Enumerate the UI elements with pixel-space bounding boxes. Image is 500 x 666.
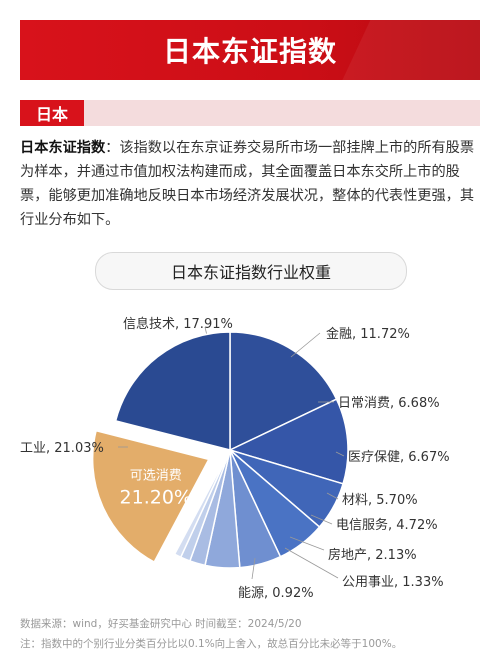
slice-label-name-9: 可选消费 bbox=[130, 469, 182, 484]
pie-slice-9 bbox=[90, 428, 212, 565]
slice-label-8: 能源, 0.92% bbox=[238, 586, 314, 601]
pie-slice-10 bbox=[114, 331, 231, 451]
title-banner: 日本东证指数 bbox=[20, 20, 480, 80]
slice-label-2: 日常消费, 6.68% bbox=[338, 396, 440, 411]
slice-label-1: 金融, 11.72% bbox=[326, 326, 410, 342]
leader-line-7 bbox=[284, 547, 339, 579]
intro-lead: 日本东证指数 bbox=[20, 140, 106, 156]
footnote: 注：指数中的个别行业分类百分比以0.1%向上舍入，故总百分比未必等于100%。 bbox=[20, 638, 403, 650]
slice-label-6: 房地产, 2.13% bbox=[328, 547, 417, 563]
leader-line-6 bbox=[289, 536, 325, 551]
source-note: 数据来源：wind，好买基金研究中心 时间截至：2024/5/20 bbox=[20, 618, 302, 630]
pie-slice-0 bbox=[229, 331, 338, 451]
leader-line-4 bbox=[326, 492, 339, 500]
leader-line-3 bbox=[335, 451, 345, 457]
slice-label-5: 电信服务, 4.72% bbox=[336, 517, 438, 533]
leader-line-1 bbox=[290, 332, 321, 358]
intro-text: ：该指数以在东京证券交易所市场一部挂牌上市的所有股票为样本，并通过市值加权法构建… bbox=[20, 140, 475, 228]
intro-paragraph: 日本东证指数：该指数以在东京证券交易所市场一部挂牌上市的所有股票为样本，并通过市… bbox=[20, 136, 482, 232]
slice-label-4: 材料, 5.70% bbox=[342, 493, 418, 508]
chart-title: 日本东证指数行业权重 bbox=[95, 252, 407, 290]
section-header: 日本 bbox=[20, 100, 480, 126]
page-title: 日本东证指数 bbox=[162, 35, 337, 68]
slice-label-3: 医疗保健, 6.67% bbox=[348, 450, 450, 465]
leader-line-8 bbox=[251, 557, 256, 580]
slice-label-value-9: 21.20% bbox=[120, 487, 192, 509]
leader-line-5 bbox=[310, 514, 333, 525]
pie-slice-1 bbox=[229, 398, 349, 485]
slice-label-10: 工业, 21.03% bbox=[20, 441, 104, 456]
section-tag: 日本 bbox=[20, 100, 84, 126]
pie-slice-8 bbox=[173, 449, 231, 558]
slice-label-0: 信息技术, 17.91% bbox=[123, 316, 233, 332]
slice-label-7: 公用事业, 1.33% bbox=[342, 575, 444, 590]
